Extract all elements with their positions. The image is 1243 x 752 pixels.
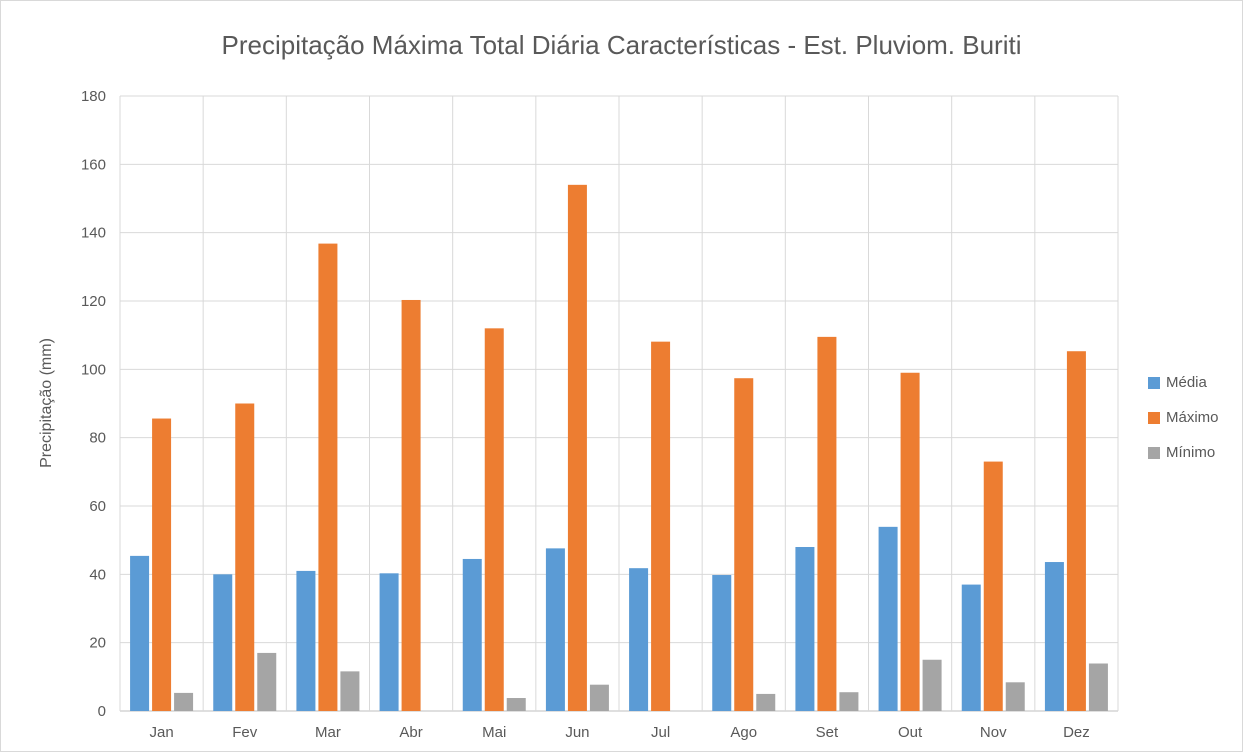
bar-média-set — [795, 547, 815, 711]
legend-swatch — [1148, 411, 1160, 424]
x-tick-label: Set — [816, 724, 839, 741]
bar-média-mai — [462, 558, 482, 711]
bar-máximo-set — [817, 336, 837, 711]
y-tick-label: 80 — [89, 430, 106, 447]
bar-mínimo-dez — [1088, 663, 1108, 711]
x-tick-label: Abr — [399, 724, 422, 741]
y-tick-label: 40 — [89, 566, 106, 583]
legend-item-mínimo: Mínimo — [1148, 435, 1219, 470]
bar-mínimo-mar — [340, 671, 360, 711]
bar-máximo-mai — [484, 328, 504, 711]
legend-label: Mínimo — [1166, 444, 1216, 461]
bar-média-jul — [629, 568, 649, 711]
bar-média-jun — [545, 548, 565, 711]
legend: Média Máximo Mínimo — [1148, 365, 1219, 470]
bar-máximo-ago — [734, 378, 754, 711]
bar-máximo-nov — [983, 461, 1003, 711]
bar-mínimo-mai — [506, 698, 526, 711]
bar-máximo-dez — [1066, 351, 1086, 711]
x-tick-label: Fev — [232, 724, 258, 741]
x-tick-label: Jun — [565, 724, 589, 741]
bar-máximo-jul — [651, 341, 671, 711]
bar-mínimo-fev — [257, 652, 277, 711]
bar-mínimo-ago — [756, 693, 776, 711]
x-tick-label: Mai — [482, 724, 506, 741]
bar-média-jan — [130, 555, 150, 711]
y-tick-label: 180 — [81, 88, 106, 105]
y-tick-label: 100 — [81, 361, 106, 378]
bar-máximo-jan — [152, 418, 172, 711]
bar-média-fev — [213, 574, 233, 711]
y-tick-label: 20 — [89, 635, 106, 652]
bar-máximo-mar — [318, 243, 338, 711]
y-tick-label: 140 — [81, 225, 106, 242]
chart-title: Precipitação Máxima Total Diária Caracte… — [221, 30, 1022, 60]
legend-item-média: Média — [1148, 365, 1219, 400]
x-tick-label: Jan — [149, 724, 173, 741]
bar-mínimo-nov — [1005, 682, 1025, 711]
legend-item-máximo: Máximo — [1148, 400, 1219, 435]
bar-média-nov — [961, 584, 981, 711]
bar-mínimo-out — [922, 659, 942, 711]
bar-mínimo-set — [839, 692, 859, 711]
y-tick-label: 60 — [89, 498, 106, 515]
bar-máximo-fev — [235, 403, 255, 711]
x-tick-label: Mar — [315, 724, 341, 741]
bar-média-out — [878, 526, 898, 711]
y-tick-label: 120 — [81, 293, 106, 310]
y-tick-label: 160 — [81, 156, 106, 173]
legend-label: Máximo — [1166, 409, 1219, 426]
x-tick-label: Out — [898, 724, 923, 741]
y-tick-label: 0 — [98, 703, 106, 720]
bar-média-mar — [296, 570, 316, 711]
bar-média-dez — [1044, 562, 1064, 711]
x-tick-label: Nov — [980, 724, 1007, 741]
bar-máximo-jun — [567, 184, 587, 712]
bar-mínimo-jan — [174, 692, 194, 711]
bar-máximo-out — [900, 372, 920, 711]
x-tick-label: Dez — [1063, 724, 1090, 741]
bar-mínimo-jun — [589, 684, 609, 711]
legend-swatch — [1148, 376, 1160, 389]
bar-média-ago — [712, 575, 732, 711]
x-tick-label: Ago — [730, 724, 757, 741]
x-tick-label: Jul — [651, 724, 670, 741]
bar-máximo-abr — [401, 299, 421, 711]
legend-swatch — [1148, 446, 1160, 459]
bar-média-abr — [379, 573, 399, 711]
legend-label: Média — [1166, 374, 1207, 391]
